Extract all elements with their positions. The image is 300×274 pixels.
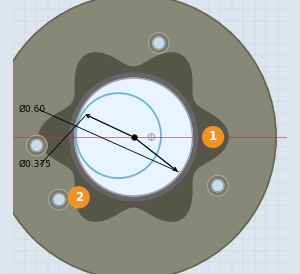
Circle shape bbox=[212, 180, 224, 192]
Polygon shape bbox=[39, 53, 228, 221]
Circle shape bbox=[148, 33, 169, 53]
Circle shape bbox=[49, 189, 70, 210]
Circle shape bbox=[153, 37, 165, 49]
Text: 2: 2 bbox=[75, 191, 83, 204]
Text: 1: 1 bbox=[209, 130, 217, 144]
Circle shape bbox=[31, 139, 43, 152]
Text: Ø0.375: Ø0.375 bbox=[19, 160, 51, 169]
Circle shape bbox=[53, 193, 65, 206]
Circle shape bbox=[0, 0, 276, 274]
Circle shape bbox=[26, 135, 47, 156]
Circle shape bbox=[75, 78, 193, 196]
Circle shape bbox=[207, 175, 228, 196]
Circle shape bbox=[68, 187, 89, 208]
Text: Ø0.60: Ø0.60 bbox=[19, 105, 46, 114]
Circle shape bbox=[202, 127, 224, 147]
